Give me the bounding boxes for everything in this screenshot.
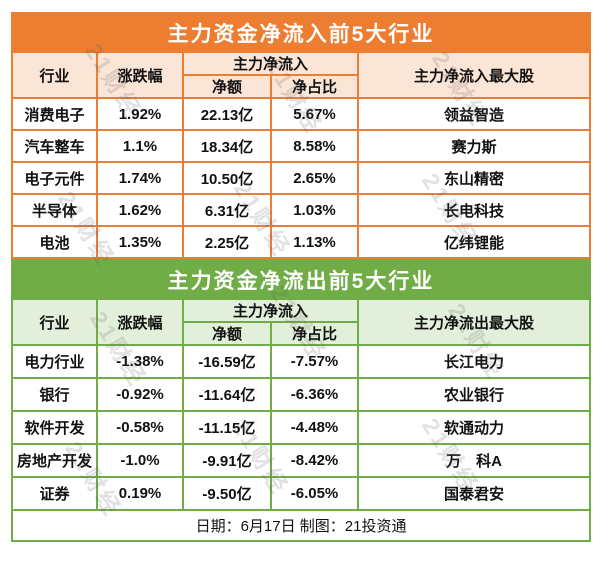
- top-stock-cell: 农业银行: [356, 377, 592, 412]
- net-amount-cell: -16.59亿: [182, 344, 272, 379]
- change-cell: -0.92%: [96, 377, 184, 412]
- table-row: 电力行业 -1.38% -16.59亿 -7.57% 长江电力: [11, 344, 592, 379]
- industry-cell: 银行: [11, 377, 98, 412]
- net-ratio-cell: 1.03%: [270, 193, 359, 227]
- table-row: 软件开发 -0.58% -11.15亿 -4.48% 软通动力: [11, 410, 592, 445]
- outflow-header-net-amount: 净额: [182, 321, 272, 346]
- top-stock-cell: 软通动力: [356, 410, 592, 445]
- top-stock-cell: 东山精密: [356, 161, 592, 195]
- table-row: 电子元件 1.74% 10.50亿 2.65% 东山精密: [11, 161, 592, 195]
- outflow-title-row: 主力资金净流出前5大行业: [10, 259, 592, 300]
- table-row: 银行 -0.92% -11.64亿 -6.36% 农业银行: [11, 377, 592, 412]
- change-cell: 0.19%: [96, 476, 184, 511]
- net-amount-cell: 22.13亿: [182, 97, 272, 131]
- top-stock-cell: 亿纬锂能: [356, 225, 592, 259]
- inflow-header-net-amount: 净额: [182, 74, 272, 99]
- change-cell: -1.38%: [96, 344, 184, 379]
- top-stock-cell: 长江电力: [356, 344, 592, 379]
- change-cell: -0.58%: [96, 410, 184, 445]
- outflow-header-group: 主力净流入: [182, 298, 359, 323]
- net-amount-cell: 10.50亿: [182, 161, 272, 195]
- tables-container: 主力资金净流入前5大行业 行业 涨跌幅 主力净流入 主力净流入最大股 净额 净占…: [10, 12, 592, 542]
- net-ratio-cell: -6.05%: [270, 476, 359, 511]
- industry-cell: 软件开发: [11, 410, 98, 445]
- outflow-header-row-top: 行业 涨跌幅 主力净流入 主力净流出最大股: [11, 298, 592, 346]
- net-ratio-cell: -6.36%: [270, 377, 359, 412]
- change-cell: 1.35%: [96, 225, 184, 259]
- inflow-header-top-stock: 主力净流入最大股: [356, 51, 592, 99]
- table-row: 证券 0.19% -9.50亿 -6.05% 国泰君安: [11, 476, 592, 511]
- inflow-title-row: 主力资金净流入前5大行业: [10, 12, 592, 53]
- net-ratio-cell: -7.57%: [270, 344, 359, 379]
- net-ratio-cell: 2.65%: [270, 161, 359, 195]
- change-cell: 1.74%: [96, 161, 184, 195]
- net-ratio-cell: 5.67%: [270, 97, 359, 131]
- inflow-header-change: 涨跌幅: [96, 51, 184, 99]
- inflow-table-title: 主力资金净流入前5大行业: [10, 12, 592, 53]
- net-amount-cell: -9.50亿: [182, 476, 272, 511]
- net-amount-cell: 2.25亿: [182, 225, 272, 259]
- outflow-header-change: 涨跌幅: [96, 298, 184, 346]
- outflow-header-net-ratio: 净占比: [270, 321, 359, 346]
- industry-cell: 证券: [11, 476, 98, 511]
- net-ratio-cell: 1.13%: [270, 225, 359, 259]
- outflow-header-top-stock: 主力净流出最大股: [356, 298, 592, 346]
- net-amount-cell: -11.64亿: [182, 377, 272, 412]
- table-row: 房地产开发 -1.0% -9.91亿 -8.42% 万 科A: [11, 443, 592, 478]
- industry-cell: 电力行业: [11, 344, 98, 379]
- table-row: 消费电子 1.92% 22.13亿 5.67% 领益智造: [11, 97, 592, 131]
- net-ratio-cell: 8.58%: [270, 129, 359, 163]
- net-ratio-cell: -8.42%: [270, 443, 359, 478]
- net-amount-cell: -9.91亿: [182, 443, 272, 478]
- industry-cell: 电子元件: [11, 161, 98, 195]
- inflow-header-industry: 行业: [11, 51, 98, 99]
- industry-cell: 消费电子: [11, 97, 98, 131]
- inflow-table: 主力资金净流入前5大行业 行业 涨跌幅 主力净流入 主力净流入最大股 净额 净占…: [10, 12, 592, 259]
- inflow-header-row-bottom: 净额 净占比: [12, 74, 590, 99]
- outflow-header-row-bottom: 净额 净占比: [12, 321, 590, 346]
- net-ratio-cell: -4.48%: [270, 410, 359, 445]
- change-cell: -1.0%: [96, 443, 184, 478]
- industry-cell: 房地产开发: [11, 443, 98, 478]
- top-stock-cell: 国泰君安: [356, 476, 592, 511]
- top-stock-cell: 赛力斯: [356, 129, 592, 163]
- industry-cell: 半导体: [11, 193, 98, 227]
- top-stock-cell: 万 科A: [356, 443, 592, 478]
- change-cell: 1.62%: [96, 193, 184, 227]
- table-row: 电池 1.35% 2.25亿 1.13% 亿纬锂能: [11, 225, 592, 259]
- top-stock-cell: 领益智造: [356, 97, 592, 131]
- change-cell: 1.92%: [96, 97, 184, 131]
- net-amount-cell: -11.15亿: [182, 410, 272, 445]
- table-row: 半导体 1.62% 6.31亿 1.03% 长电科技: [11, 193, 592, 227]
- net-amount-cell: 18.34亿: [182, 129, 272, 163]
- footer-caption: 日期：6月17日 制图：21投资通: [10, 509, 592, 542]
- inflow-header-row-top: 行业 涨跌幅 主力净流入 主力净流入最大股: [11, 51, 592, 99]
- industry-cell: 电池: [11, 225, 98, 259]
- outflow-header-industry: 行业: [11, 298, 98, 346]
- footer-row: 日期：6月17日 制图：21投资通: [10, 509, 592, 542]
- inflow-header-group: 主力净流入: [182, 51, 359, 76]
- industry-cell: 汽车整车: [11, 129, 98, 163]
- outflow-table-title: 主力资金净流出前5大行业: [10, 259, 592, 300]
- outflow-table: 主力资金净流出前5大行业 行业 涨跌幅 主力净流入 主力净流出最大股 净额 净占…: [10, 259, 592, 542]
- table-row: 汽车整车 1.1% 18.34亿 8.58% 赛力斯: [11, 129, 592, 163]
- top-stock-cell: 长电科技: [356, 193, 592, 227]
- inflow-header-net-ratio: 净占比: [270, 74, 359, 99]
- net-amount-cell: 6.31亿: [182, 193, 272, 227]
- change-cell: 1.1%: [96, 129, 184, 163]
